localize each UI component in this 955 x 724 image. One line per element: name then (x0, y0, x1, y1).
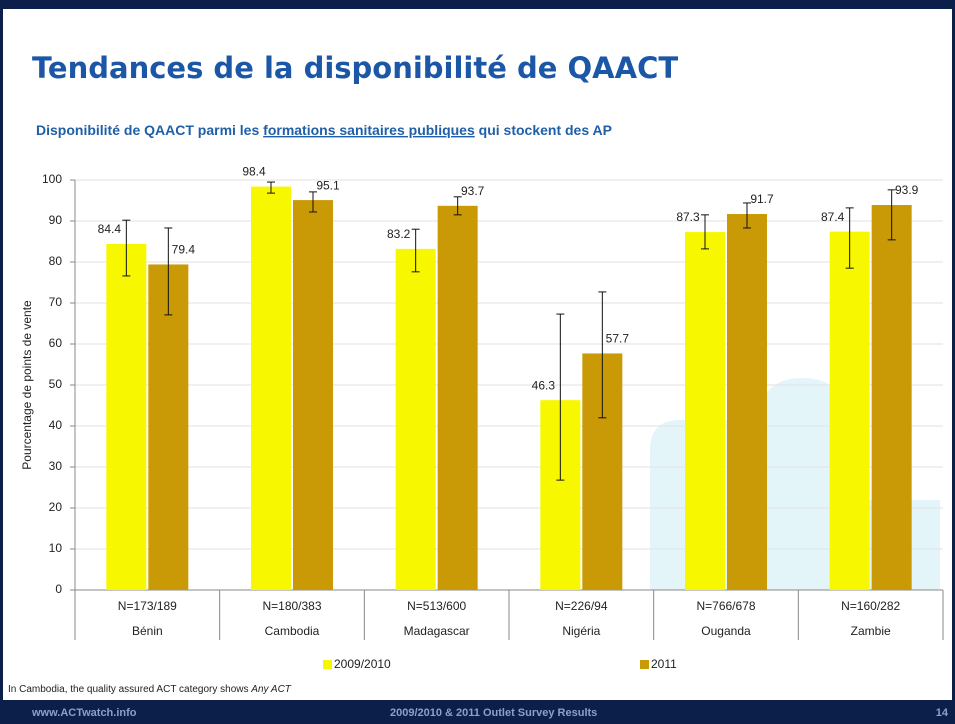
sample-size-label: N=766/678 (696, 599, 755, 613)
legend-label: 2011 (651, 657, 677, 671)
value-label: 83.2 (387, 227, 411, 241)
x-tick-label: Bénin (132, 624, 163, 638)
value-label: 87.3 (676, 210, 700, 224)
top-bar (0, 0, 955, 9)
footer-survey: 2009/2010 & 2011 Outlet Survey Results (390, 707, 597, 719)
bar (829, 231, 870, 590)
bar (727, 214, 767, 590)
x-tick-label: Ouganda (701, 624, 751, 638)
y-axis-label: Pourcentage de points de vente (20, 300, 34, 470)
value-label: 98.4 (242, 165, 266, 179)
footnote: In Cambodia, the quality assured ACT cat… (8, 684, 292, 695)
value-label: 93.9 (895, 183, 919, 197)
y-tick-label: 70 (49, 295, 63, 309)
bar (251, 186, 291, 590)
subtitle-part: formations sanitaires publiques (263, 122, 475, 138)
y-tick-label: 60 (49, 336, 63, 350)
bar (148, 264, 189, 590)
x-tick-label: Madagascar (404, 624, 470, 638)
legend-swatch (640, 660, 649, 669)
watermark-shape (760, 378, 845, 590)
value-label: 95.1 (316, 178, 340, 192)
bar (437, 205, 478, 590)
subtitle: Disponibilité de QAACT parmi les formati… (36, 122, 612, 138)
right-border (952, 0, 955, 724)
sample-size-label: N=226/94 (555, 599, 608, 613)
bar (293, 200, 333, 590)
footer-site: www.ACTwatch.info (31, 707, 137, 719)
value-label: 57.7 (606, 332, 630, 346)
value-label: 91.7 (750, 192, 774, 206)
y-tick-label: 100 (42, 172, 62, 186)
x-tick-label: Zambie (851, 624, 891, 638)
value-label: 46.3 (532, 378, 556, 392)
y-tick-label: 40 (49, 418, 63, 432)
y-tick-label: 10 (49, 541, 63, 555)
subtitle-part: qui stockent des AP (479, 122, 612, 138)
sample-size-label: N=180/383 (262, 599, 321, 613)
legend-swatch (323, 660, 332, 669)
footnote-text: In Cambodia, the quality assured ACT cat… (8, 684, 249, 695)
subtitle-part: Disponibilité de QAACT parmi les (36, 122, 259, 138)
page-number: 14 (936, 707, 949, 719)
bar (871, 205, 912, 590)
left-border (0, 0, 3, 724)
y-tick-label: 80 (49, 254, 63, 268)
sample-size-label: N=173/189 (118, 599, 177, 613)
sample-size-label: N=160/282 (841, 599, 900, 613)
bar (685, 232, 725, 590)
value-label: 84.4 (98, 222, 122, 236)
legend-label: 2009/2010 (334, 657, 391, 671)
y-tick-label: 90 (49, 213, 63, 227)
value-label: 93.7 (461, 184, 485, 198)
bar (395, 248, 436, 590)
y-tick-label: 30 (49, 459, 63, 473)
footnote-emphasis: Any ACT (250, 684, 292, 695)
x-tick-label: Nigéria (562, 624, 600, 638)
value-label: 79.4 (172, 243, 196, 257)
y-tick-label: 50 (49, 377, 63, 391)
bar (106, 243, 147, 590)
sample-size-label: N=513/600 (407, 599, 466, 613)
plot: 0 10 20 30 40 50 60 70 80 90 100 N=173/189 Bénin 84.4… (42, 165, 944, 671)
x-tick-label: Cambodia (265, 624, 320, 638)
footer-bar (0, 700, 955, 724)
y-tick-label: 0 (55, 582, 62, 596)
value-label: 87.4 (821, 210, 845, 224)
y-tick-label: 20 (49, 500, 63, 514)
title: Tendances de la disponibilité de QAACT (32, 51, 678, 85)
